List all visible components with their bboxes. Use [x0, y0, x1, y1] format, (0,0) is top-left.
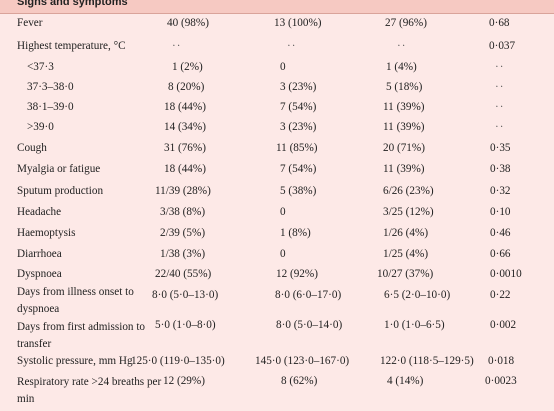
cell-value: 20 (71%) [383, 142, 425, 154]
cell-value: 11 (39%) [383, 101, 425, 113]
cell-value: 0 [280, 248, 286, 260]
row-label: Myalgia or fatigue [17, 163, 101, 175]
p-value: 0·66 [490, 248, 511, 260]
cell-value: 125·0 (119·0–135·0) [131, 355, 225, 367]
row-label: >39·0 [27, 121, 54, 133]
section-header: Signs and symptoms [0, 0, 554, 14]
row-label: Headache [17, 206, 62, 218]
row-label: 37·3–38·0 [27, 81, 74, 93]
row-label: Days from first admission to transfer [17, 321, 146, 350]
cell-value: ·· [172, 40, 182, 52]
p-value: 0·22 [490, 289, 511, 301]
cell-value: 8·0 (5·0–13·0) [152, 289, 219, 301]
cell-value: 12 (29%) [163, 375, 205, 387]
row-label: 38·1–39·0 [27, 101, 74, 113]
cell-value: 1/26 (4%) [383, 227, 429, 239]
cell-value: 27 (96%) [385, 17, 427, 29]
cell-value: ·· [287, 40, 297, 52]
row-label: Fever [17, 17, 43, 29]
section-title: Signs and symptoms [17, 0, 128, 8]
cell-value: 40 (98%) [167, 17, 209, 29]
cell-value: 8 (62%) [281, 375, 318, 387]
cell-value: 7 (54%) [280, 101, 317, 113]
cell-value: 0 [280, 61, 286, 73]
row-label: Respiratory rate >24 breaths per min [17, 376, 162, 405]
cell-value: 7 (54%) [280, 163, 317, 175]
cell-value: 11 (85%) [276, 142, 318, 154]
cell-value: 8·0 (6·0–17·0) [275, 289, 342, 301]
row-label: Systolic pressure, mm Hg [17, 355, 133, 367]
row-label: Dyspnoea [17, 268, 62, 280]
p-value: 0·35 [490, 142, 511, 154]
p-value: 0·38 [490, 163, 511, 175]
cell-value: 5 (38%) [280, 185, 317, 197]
cell-value: 1 (2%) [172, 61, 203, 73]
row-label: Highest temperature, °C [17, 40, 126, 52]
p-value: 0·46 [490, 227, 511, 239]
p-value: 0·68 [489, 17, 510, 29]
p-value: ·· [495, 81, 505, 93]
cell-value: 1·0 (1·0–6·5) [384, 319, 445, 331]
cell-value: 13 (100%) [274, 17, 322, 29]
cell-value: 18 (44%) [164, 101, 206, 113]
p-value: 0·002 [490, 319, 517, 331]
p-value: 0·32 [490, 185, 511, 197]
cell-value: 2/39 (5%) [160, 227, 206, 239]
row-label: Days from illness onset to dyspnoea [17, 286, 134, 315]
cell-value: 1 (8%) [280, 227, 311, 239]
cell-value: 11 (39%) [383, 163, 425, 175]
cell-value: 22/40 (55%) [155, 268, 212, 280]
cell-value: 10/27 (37%) [377, 268, 434, 280]
cell-value: 6·5 (2·0–10·0) [384, 289, 451, 301]
cell-value: 5·0 (1·0–8·0) [155, 319, 216, 331]
cell-value: 5 (18%) [386, 81, 423, 93]
cell-value: 122·0 (118·5–129·5) [380, 355, 474, 367]
cell-value: 4 (14%) [387, 375, 424, 387]
p-value: 0·0010 [490, 268, 522, 280]
cell-value: 11/39 (28%) [155, 185, 211, 197]
p-value: 0·037 [489, 40, 516, 52]
cell-value: 6/26 (23%) [383, 185, 434, 197]
row-label: Haemoptysis [17, 227, 76, 239]
cell-value: 11 (39%) [383, 121, 425, 133]
row-label: Diarrhoea [17, 248, 62, 260]
cell-value: 1/38 (3%) [160, 248, 206, 260]
cell-value: 145·0 (123·0–167·0) [255, 355, 350, 367]
p-value: 0·0023 [485, 375, 517, 387]
cell-value: 8·0 (5·0–14·0) [276, 319, 343, 331]
cell-value: 31 (76%) [164, 142, 206, 154]
p-value: ·· [495, 101, 505, 113]
row-label: Cough [17, 142, 47, 154]
cell-value: 3/25 (12%) [383, 206, 434, 218]
cell-value: 14 (34%) [164, 121, 206, 133]
cell-value: 1/25 (4%) [383, 248, 429, 260]
p-value: 0·018 [488, 355, 515, 367]
p-value: 0·10 [490, 206, 511, 218]
row-label: <37·3 [27, 61, 54, 73]
p-value: ·· [495, 121, 505, 133]
p-value: ·· [495, 61, 505, 73]
cell-value: 8 (20%) [168, 81, 205, 93]
cell-value: ·· [397, 40, 407, 52]
row-label: Sputum production [17, 185, 104, 197]
cell-value: 3/38 (8%) [160, 206, 206, 218]
cell-value: 3 (23%) [280, 121, 317, 133]
cell-value: 12 (92%) [276, 268, 318, 280]
cell-value: 0 [280, 206, 286, 218]
cell-value: 1 (4%) [386, 61, 417, 73]
cell-value: 18 (44%) [164, 163, 206, 175]
cell-value: 3 (23%) [280, 81, 317, 93]
